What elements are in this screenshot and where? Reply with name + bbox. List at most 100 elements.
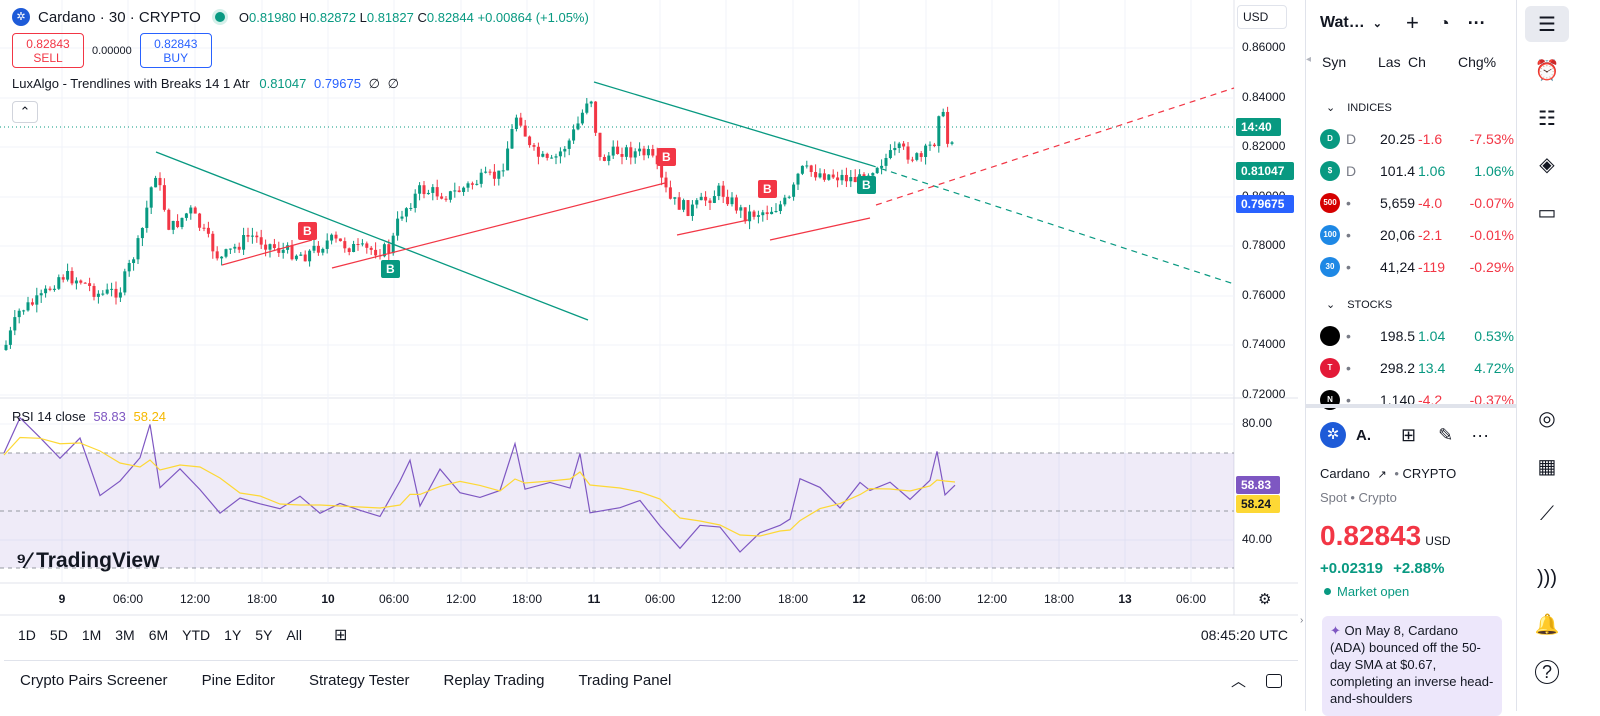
symbol-title[interactable]: Cardano · 30 · CRYPTO bbox=[38, 9, 201, 26]
target-icon[interactable]: ◎ bbox=[1525, 400, 1569, 436]
details-short-name[interactable]: A. bbox=[1356, 427, 1371, 444]
news-card[interactable]: ✦ On May 8, Cardano (ADA) bounced off th… bbox=[1322, 616, 1502, 716]
candle-body bbox=[57, 277, 60, 289]
collapse-panel-icon[interactable]: ︿ bbox=[1231, 670, 1246, 691]
watchlist-title[interactable]: Wat… bbox=[1320, 14, 1365, 32]
price-chart-canvas[interactable] bbox=[0, 0, 1298, 660]
range-button[interactable]: 5Y bbox=[255, 627, 272, 643]
cardano-logo-icon[interactable]: ✲ bbox=[12, 8, 30, 26]
candle-body bbox=[203, 228, 206, 229]
range-button[interactable]: 3M bbox=[115, 627, 134, 643]
candle-body bbox=[79, 281, 82, 283]
candle-body bbox=[49, 289, 52, 290]
col-chg[interactable]: Ch bbox=[1408, 54, 1458, 70]
grid-view-icon[interactable]: ⊞ bbox=[1401, 425, 1416, 446]
panel-tab[interactable]: Strategy Tester bbox=[309, 672, 410, 689]
bell-icon[interactable]: 🔔 bbox=[1525, 606, 1569, 642]
currency-selector[interactable]: USD bbox=[1237, 5, 1287, 29]
candle-body bbox=[361, 243, 364, 244]
candle-body bbox=[326, 241, 329, 249]
range-button[interactable]: All bbox=[286, 627, 302, 643]
section-indices[interactable]: ⌄ INDICES bbox=[1326, 101, 1392, 114]
col-symbol[interactable]: Syn bbox=[1322, 54, 1378, 70]
candle-body bbox=[467, 183, 470, 187]
candle-body bbox=[374, 250, 377, 256]
candle-body bbox=[5, 345, 8, 350]
layers-icon[interactable]: ◈ bbox=[1525, 146, 1569, 182]
more-options-icon[interactable]: ··· bbox=[1468, 13, 1486, 34]
candle-body bbox=[946, 112, 949, 144]
candle-body bbox=[62, 277, 65, 279]
sell-button[interactable]: 0.82843 SELL bbox=[12, 33, 84, 68]
date-range-icon[interactable]: ⊞ bbox=[334, 625, 347, 645]
range-button[interactable]: 1M bbox=[82, 627, 101, 643]
chart-pattern-icon[interactable]: ⟋ bbox=[1525, 496, 1569, 532]
luxalgo-legend[interactable]: LuxAlgo - Trendlines with Breaks 14 1 At… bbox=[12, 76, 399, 92]
add-symbol-icon[interactable]: + bbox=[1406, 10, 1419, 36]
watchlist-row[interactable]: T • 298.2 13.4 4.72% bbox=[1306, 353, 1516, 383]
candle-body bbox=[401, 217, 404, 219]
help-icon[interactable]: ? bbox=[1525, 654, 1569, 690]
price-axis-label: 0.76000 bbox=[1242, 288, 1285, 302]
range-button[interactable]: 6M bbox=[149, 627, 168, 643]
candle-body bbox=[801, 166, 804, 174]
time-axis-label: 12:00 bbox=[175, 592, 215, 606]
symbol-name: • bbox=[1346, 195, 1380, 211]
watchlist-row[interactable]: 30 • 41,24 -119 -0.29% bbox=[1306, 252, 1516, 282]
advanced-view-icon[interactable]: ◔ bbox=[1439, 13, 1450, 34]
candle-body bbox=[97, 294, 100, 297]
col-chg-pct[interactable]: Chg% bbox=[1458, 54, 1496, 70]
candle-body bbox=[726, 197, 729, 204]
candle-body bbox=[255, 236, 258, 238]
edit-icon[interactable]: ✎ bbox=[1438, 425, 1453, 446]
candle-body bbox=[779, 204, 782, 211]
watchlist-row[interactable]: 500 • 5,659 -4.0 -0.07% bbox=[1306, 188, 1516, 218]
candle-body bbox=[308, 251, 311, 262]
range-button[interactable]: 5D bbox=[50, 627, 68, 643]
candle-body bbox=[273, 244, 276, 248]
data-window-icon[interactable]: ☷ bbox=[1525, 100, 1569, 136]
time-axis-label: 18:00 bbox=[507, 592, 547, 606]
calendar-icon[interactable]: ▦ bbox=[1525, 448, 1569, 484]
alarm-clock-icon[interactable]: ⏰ bbox=[1525, 52, 1569, 88]
chat-icon[interactable]: ▭ bbox=[1525, 194, 1569, 230]
range-button[interactable]: YTD bbox=[182, 627, 210, 643]
panel-tab[interactable]: Pine Editor bbox=[202, 672, 275, 689]
change-percent: -0.01% bbox=[1456, 227, 1514, 243]
candle-body bbox=[220, 257, 223, 259]
change: -119 bbox=[1418, 259, 1456, 275]
watchlist-row[interactable]: $ D 101.4 1.06 1.06% bbox=[1306, 156, 1516, 186]
rsi-legend[interactable]: RSI 14 close 58.83 58.24 bbox=[12, 409, 166, 424]
candle-body bbox=[700, 197, 703, 200]
chart-area[interactable]: B B B B B ✲ Cardano · 30 · CRYPTO O0.819… bbox=[0, 0, 1298, 660]
last-price: 298.2 bbox=[1380, 360, 1418, 376]
chart-settings-gear-icon[interactable]: ⚙ bbox=[1258, 590, 1271, 608]
candle-body bbox=[951, 142, 954, 144]
section-stocks[interactable]: ⌄ STOCKS bbox=[1326, 298, 1392, 311]
candle-body bbox=[845, 175, 848, 181]
details-name[interactable]: Cardano bbox=[1320, 466, 1370, 481]
broadcast-icon[interactable]: ))) bbox=[1525, 560, 1569, 596]
panel-tab[interactable]: Trading Panel bbox=[578, 672, 671, 689]
range-button[interactable]: 1Y bbox=[224, 627, 241, 643]
chevron-down-icon[interactable]: ⌄ bbox=[1373, 17, 1382, 30]
watchlist-row[interactable]: D D 20.25 -1.6 -7.53% bbox=[1306, 124, 1516, 154]
candle-body bbox=[493, 172, 496, 179]
collapse-legend-button[interactable]: ⌃ bbox=[12, 101, 38, 123]
watchlist-icon[interactable]: ☰ bbox=[1525, 6, 1569, 42]
maximize-panel-icon[interactable] bbox=[1266, 674, 1282, 688]
time-axis-label: 18:00 bbox=[773, 592, 813, 606]
panel-tab[interactable]: Replay Trading bbox=[444, 672, 545, 689]
col-last[interactable]: Las bbox=[1378, 54, 1408, 70]
external-link-icon[interactable]: ↗ bbox=[1378, 469, 1387, 481]
watchlist-row[interactable]: 100 • 20,06 -2.1 -0.01% bbox=[1306, 220, 1516, 250]
candle-body bbox=[568, 141, 571, 149]
buy-button[interactable]: 0.82843 BUY bbox=[140, 33, 212, 68]
time-axis-label: 18:00 bbox=[1039, 592, 1079, 606]
more-options-icon[interactable]: ··· bbox=[1471, 425, 1489, 446]
range-button[interactable]: 1D bbox=[18, 627, 36, 643]
watchlist-row[interactable]: • 198.5 1.04 0.53% bbox=[1306, 321, 1516, 351]
candle-body bbox=[321, 249, 324, 253]
clock[interactable]: 08:45:20 UTC bbox=[1201, 627, 1288, 643]
panel-tab[interactable]: Crypto Pairs Screener bbox=[20, 672, 168, 689]
